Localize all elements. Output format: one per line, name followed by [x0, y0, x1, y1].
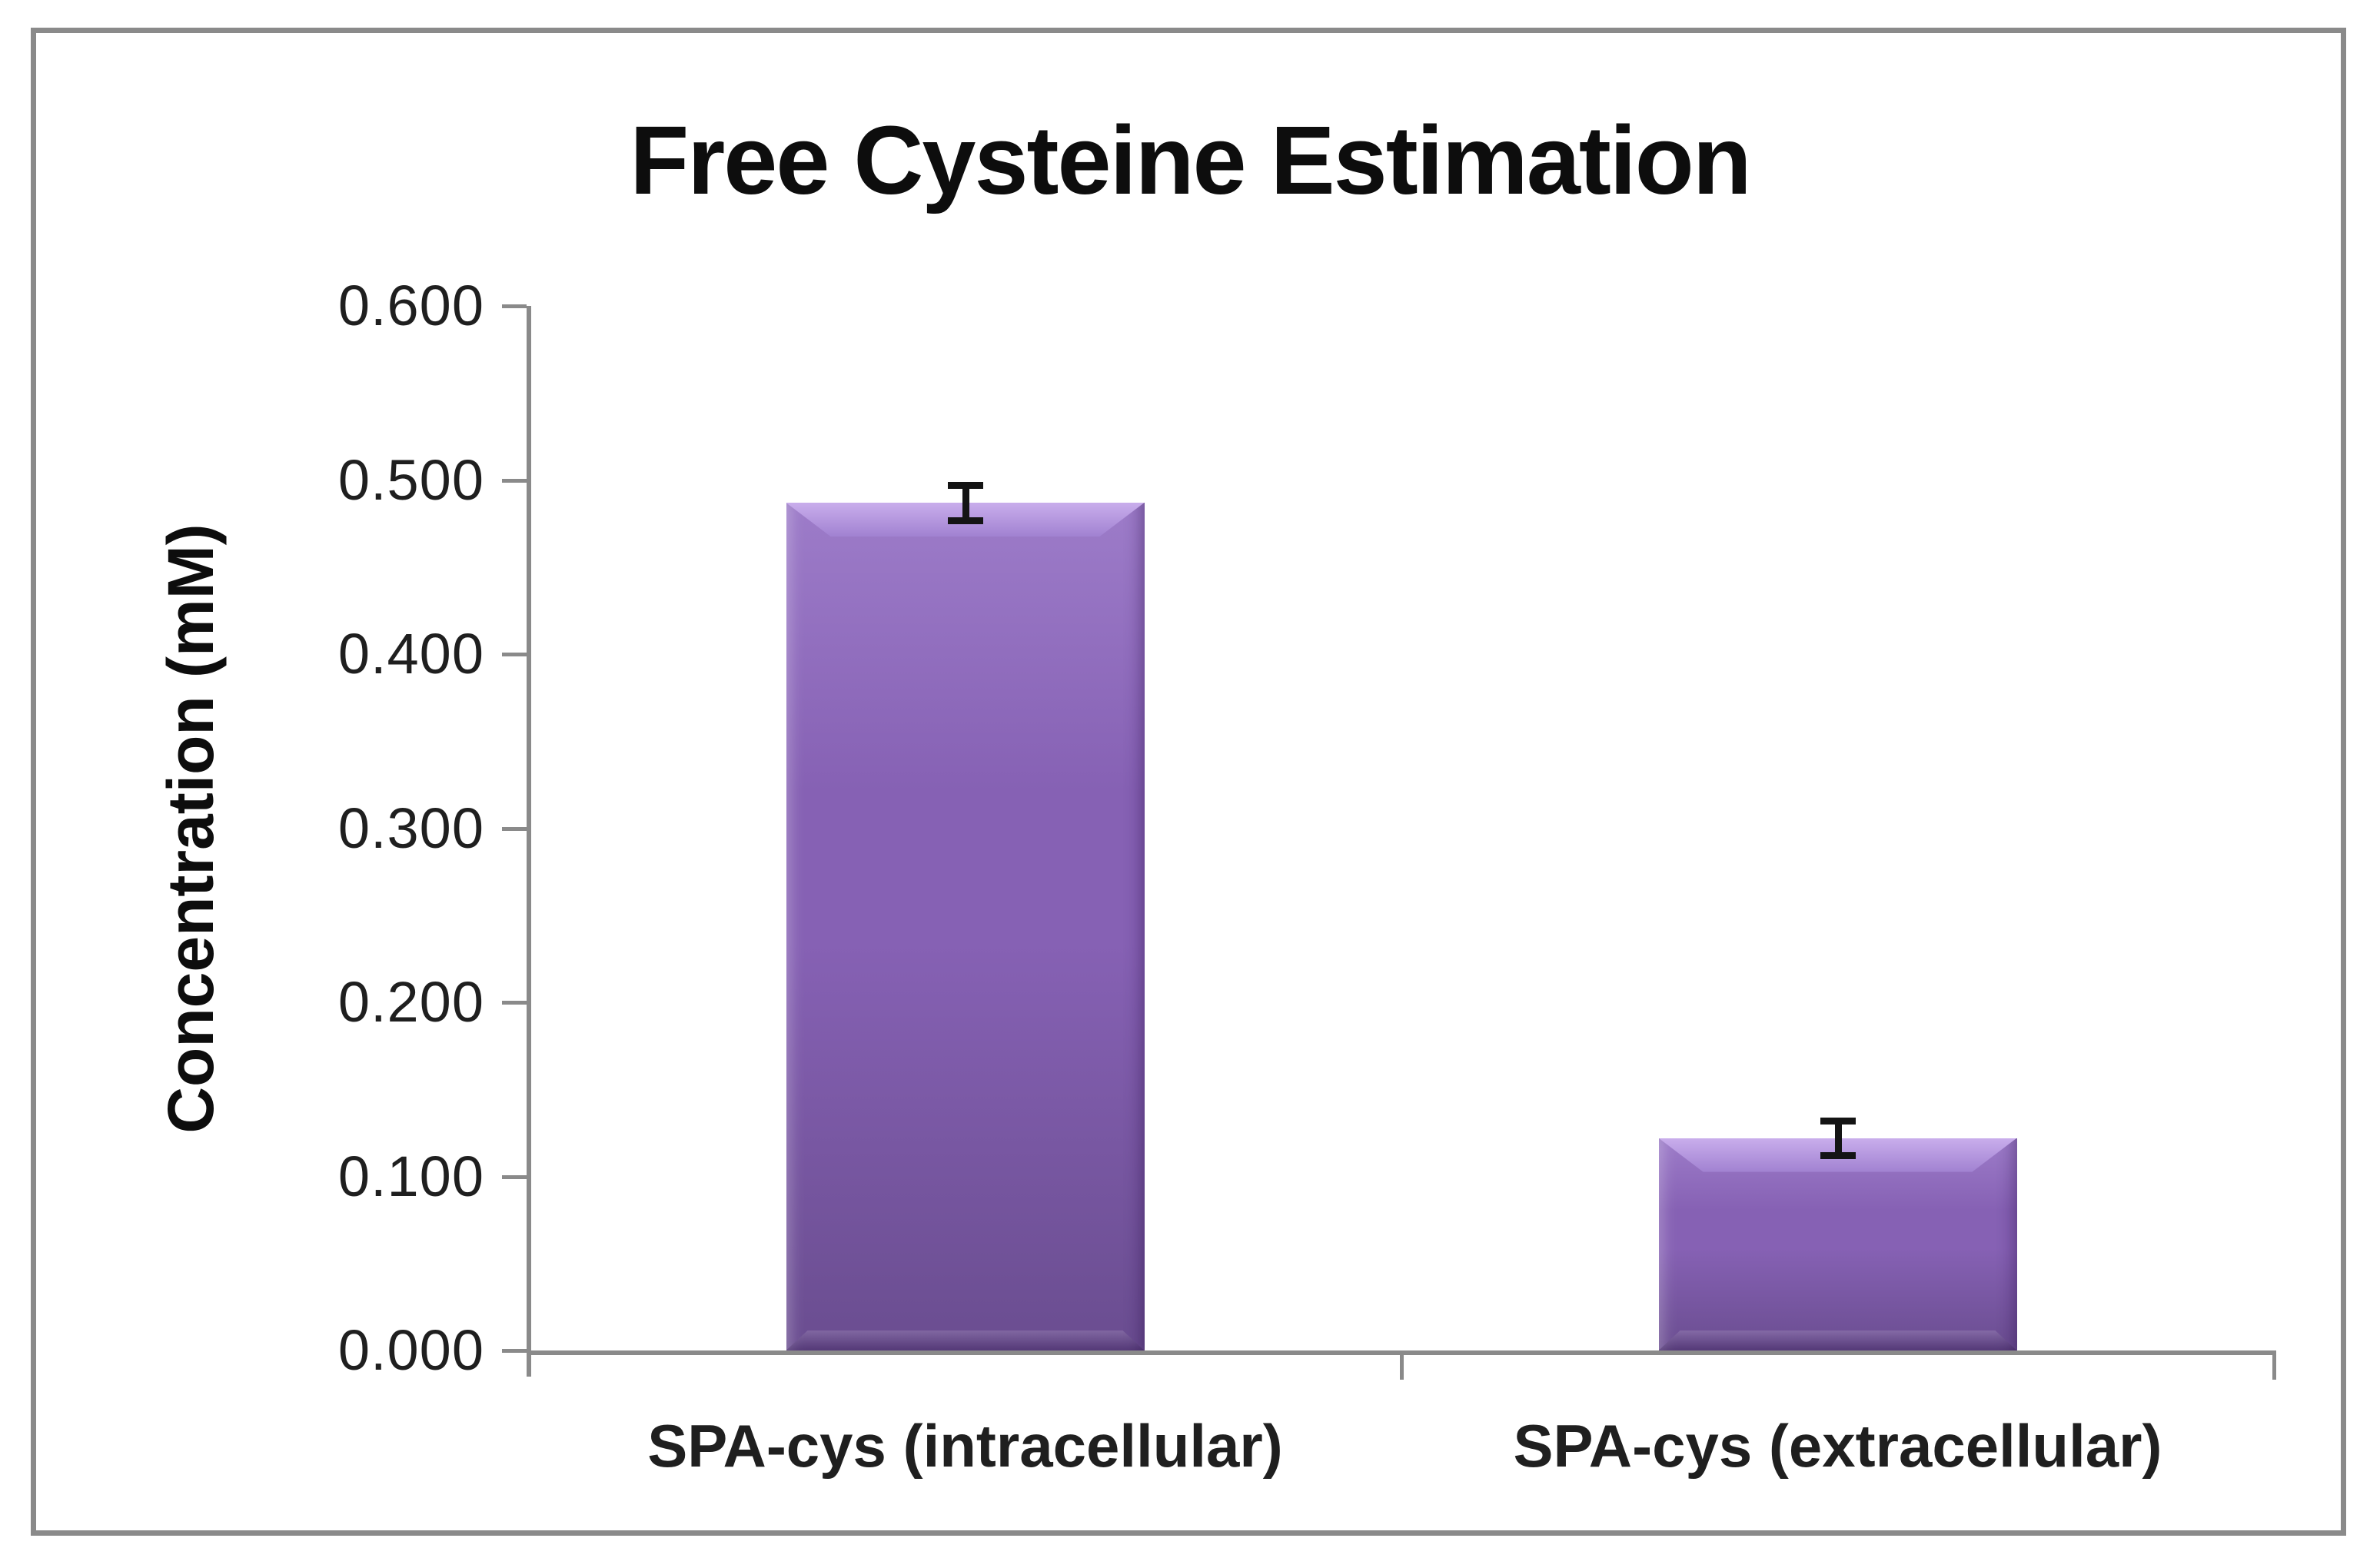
y-axis-tick-label: 0.100 — [337, 1144, 484, 1208]
error-bar-stem — [962, 485, 969, 520]
chart-title: Free Cysteine Estimation — [630, 106, 1751, 214]
y-axis-tick-label: 0.600 — [337, 274, 484, 337]
y-axis-line — [527, 306, 531, 1377]
y-axis-tick — [502, 1349, 527, 1353]
y-axis-tick — [502, 304, 527, 308]
error-bar-cap-bottom — [947, 517, 983, 524]
error-bar-stem — [1834, 1121, 1842, 1156]
error-bar-cap-bottom — [1820, 1152, 1856, 1160]
y-axis-tick — [502, 826, 527, 831]
bar-spa-cys-extracellular — [1658, 1138, 2017, 1350]
x-axis-tick — [1400, 1350, 1404, 1380]
y-axis-tick — [502, 653, 527, 656]
y-axis-tick — [502, 1001, 527, 1005]
bar-bottom-bevel — [786, 1330, 1145, 1350]
y-axis-tick-label: 0.200 — [337, 970, 484, 1034]
y-axis-tick — [502, 1174, 527, 1179]
y-axis-tick-label: 0.500 — [337, 447, 484, 512]
x-axis-category-label: SPA-cys (extracellular) — [1513, 1412, 2162, 1480]
y-axis-tick-label: 0.000 — [337, 1318, 484, 1382]
y-axis-tick — [502, 478, 527, 483]
x-axis-tick — [2272, 1350, 2276, 1380]
x-axis-category-label: SPA-cys (intracellular) — [647, 1412, 1283, 1480]
bar-spa-cys-intracellular — [786, 502, 1145, 1350]
y-axis-tick-label: 0.400 — [337, 622, 484, 686]
y-axis-tick-label: 0.300 — [337, 796, 484, 860]
bar-bottom-bevel — [1659, 1330, 2017, 1350]
